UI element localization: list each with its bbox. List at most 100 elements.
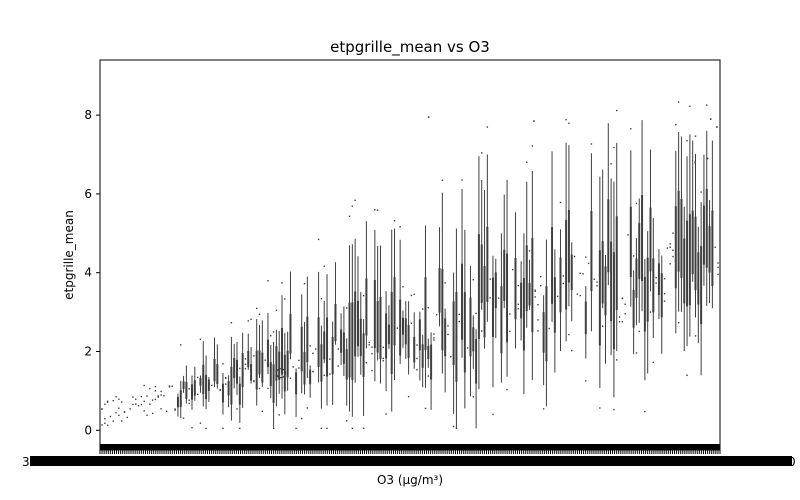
outlier-point <box>559 201 562 204</box>
box-body <box>309 369 312 385</box>
outlier-point <box>717 262 719 264</box>
box-body <box>629 206 632 277</box>
outlier-point <box>582 273 584 275</box>
box-body <box>421 344 424 368</box>
outlier-point <box>374 209 376 211</box>
box-body <box>258 350 261 375</box>
outlier-point <box>686 139 688 142</box>
outlier-point <box>295 427 297 430</box>
box-body <box>342 332 345 364</box>
outlier-point <box>244 363 247 366</box>
outlier-point <box>180 344 182 346</box>
box-body <box>247 351 250 368</box>
outlier-point <box>635 202 638 205</box>
outlier-point <box>267 280 269 282</box>
outlier-point <box>413 293 415 296</box>
box-body <box>477 234 480 339</box>
box-body <box>387 324 390 345</box>
outlier-point <box>610 163 612 165</box>
outlier-point <box>393 219 396 222</box>
outlier-point <box>533 120 535 122</box>
outlier-point <box>160 408 162 410</box>
outlier-point <box>466 347 469 349</box>
box-body <box>351 302 354 380</box>
x-axis-label: O3 (µg/m³) <box>377 473 443 487</box>
box-body <box>531 238 534 333</box>
outlier-point <box>576 293 579 295</box>
outlier-point <box>537 330 539 332</box>
box-body <box>514 258 517 320</box>
outlier-point <box>396 327 399 329</box>
outlier-point <box>489 278 491 280</box>
outlier-point <box>115 396 117 398</box>
outlier-point <box>621 321 624 323</box>
outlier-point <box>140 403 143 406</box>
outlier-point <box>548 327 550 330</box>
outlier-point <box>627 234 629 236</box>
box-body <box>236 359 239 384</box>
outlier-point <box>160 390 162 393</box>
outlier-point <box>618 321 621 323</box>
outlier-point <box>104 422 106 425</box>
outlier-point <box>120 420 123 422</box>
outlier-point <box>565 118 567 121</box>
outlier-point <box>174 409 176 411</box>
outlier-point <box>225 377 227 379</box>
outlier-point <box>126 416 129 419</box>
outlier-point <box>281 282 283 284</box>
outlier-point <box>205 427 207 430</box>
outlier-point <box>165 410 168 413</box>
outlier-point <box>700 191 702 193</box>
box-body <box>275 346 278 381</box>
outlier-point <box>492 413 494 416</box>
outlier-point <box>118 398 120 400</box>
box-body <box>255 350 258 390</box>
outlier-point <box>104 403 106 406</box>
outlier-point <box>416 344 418 346</box>
outlier-point <box>706 157 709 160</box>
outlier-point <box>579 294 581 297</box>
box-body <box>697 252 700 305</box>
outlier-point <box>632 255 635 257</box>
outlier-point <box>517 308 519 310</box>
outlier-point <box>146 414 148 416</box>
outlier-point <box>587 262 590 265</box>
outlier-point <box>481 330 483 332</box>
outlier-point <box>157 395 159 397</box>
outlier-point <box>337 365 339 367</box>
outlier-point <box>596 285 598 287</box>
outlier-point <box>149 403 151 405</box>
outlier-point <box>236 408 238 410</box>
outlier-point <box>663 300 666 302</box>
box-body <box>213 358 216 382</box>
box-body <box>610 241 613 322</box>
box-body <box>528 282 531 306</box>
box-body <box>559 257 562 313</box>
box-body <box>686 220 689 307</box>
outlier-point <box>112 420 114 422</box>
box-body <box>199 378 202 386</box>
outlier-point <box>506 388 508 391</box>
outlier-point <box>264 359 266 361</box>
box-body <box>565 220 568 310</box>
outlier-point <box>655 276 657 279</box>
box-body <box>283 354 286 392</box>
outlier-point <box>562 275 564 277</box>
box-body <box>272 364 275 403</box>
box-body <box>545 286 548 362</box>
box-body <box>407 325 410 359</box>
outlier-point <box>452 425 455 428</box>
outlier-point <box>601 325 604 327</box>
outlier-point <box>663 293 666 295</box>
outlier-point <box>272 331 275 333</box>
box-body <box>393 277 396 346</box>
box-body <box>205 374 208 400</box>
outlier-point <box>481 152 483 154</box>
box-body <box>179 390 182 408</box>
outlier-point <box>365 361 368 364</box>
box-body <box>317 317 320 367</box>
outlier-point <box>118 407 120 409</box>
box-body <box>295 372 298 395</box>
outlier-point <box>596 281 598 283</box>
